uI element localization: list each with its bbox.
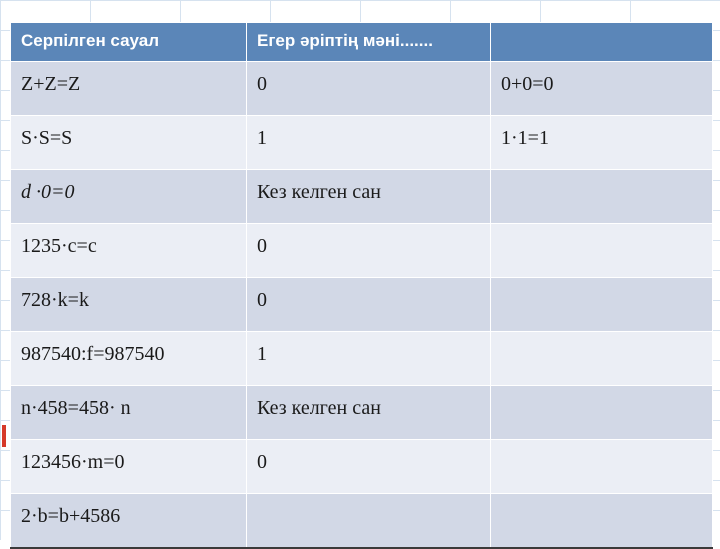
data-table: Серпілген сауал Егер әріптің мәні.......… [10,22,713,549]
table-row: Z+Z=Z00+0=0 [11,62,713,116]
table-container: Серпілген сауал Егер әріптің мәні.......… [0,0,720,549]
cell-result: 1·1=1 [491,116,713,170]
col-header-1: Серпілген сауал [11,23,247,62]
cell-value [247,494,491,548]
cell-question: S·S=S [11,116,247,170]
cell-result [491,170,713,224]
cell-value: 1 [247,332,491,386]
table-row: S·S=S11·1=1 [11,116,713,170]
table-row: 2·b=b+4586 [11,494,713,548]
table-row: 728·k=k0 [11,278,713,332]
cell-question: 123456·m=0 [11,440,247,494]
cell-question: 728·k=k [11,278,247,332]
table-header-row: Серпілген сауал Егер әріптің мәні....... [11,23,713,62]
table-row: 123456·m=00 [11,440,713,494]
cell-result [491,332,713,386]
cell-question: Z+Z=Z [11,62,247,116]
cell-value: 0 [247,224,491,278]
cell-value: Кез келген сан [247,386,491,440]
cell-value: 0 [247,440,491,494]
cell-value: 0 [247,278,491,332]
cell-result [491,386,713,440]
cell-value: 1 [247,116,491,170]
cell-question: d ·0=0 [11,170,247,224]
table-body: Z+Z=Z00+0=0S·S=S11·1=1d ·0=0Кез келген с… [11,62,713,548]
cell-result [491,440,713,494]
cell-value: Кез келген сан [247,170,491,224]
table-row: n·458=458· nКез келген сан [11,386,713,440]
cell-question: 1235·c=c [11,224,247,278]
col-header-2: Егер әріптің мәні....... [247,23,491,62]
cell-question: 987540:f=987540 [11,332,247,386]
cell-result [491,494,713,548]
table-row: 1235·c=c0 [11,224,713,278]
table-row: d ·0=0Кез келген сан [11,170,713,224]
cell-result [491,278,713,332]
table-row: 987540:f=9875401 [11,332,713,386]
cell-question: 2·b=b+4586 [11,494,247,548]
cell-result [491,224,713,278]
col-header-3 [491,23,713,62]
cell-value: 0 [247,62,491,116]
cell-result: 0+0=0 [491,62,713,116]
cell-question: n·458=458· n [11,386,247,440]
